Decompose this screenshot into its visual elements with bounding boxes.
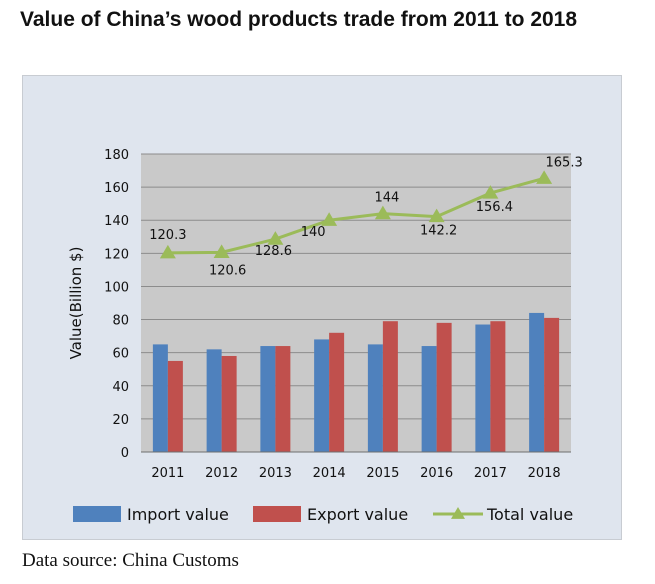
import-value-bar: [475, 324, 491, 452]
y-tick-label: 100: [104, 280, 129, 295]
import-value-bar: [260, 346, 276, 452]
total-value-data-label: 144: [374, 191, 399, 206]
import-value-bar: [314, 339, 330, 452]
chart-panel: 0 20 40 60 80 100 120 140 160 180 Value(Billion $)…: [22, 75, 622, 540]
legend-label: Export value: [307, 505, 408, 524]
import-value-bar: [152, 344, 168, 452]
total-value-data-label: 120.3: [149, 228, 186, 243]
legend-label: Import value: [127, 505, 229, 524]
total-value-data-label: 142.2: [420, 224, 457, 239]
import-value-bar: [529, 312, 545, 452]
total-value-marker: [213, 244, 230, 258]
trade-chart: 0 20 40 60 80 100 120 140 160 180 Value(Billion $)…: [67, 148, 583, 524]
x-tick-label: 2012: [205, 466, 238, 481]
x-tick-label: 2014: [313, 466, 346, 481]
legend-swatch: [73, 506, 121, 522]
export-value-bar: [167, 360, 183, 452]
page-title: Value of China’s wood products trade fro…: [20, 8, 578, 31]
total-value-line: [167, 176, 545, 255]
total-value-data-label: 140: [301, 225, 326, 240]
legend-swatch: [253, 506, 301, 522]
x-tick-label: 2013: [259, 466, 292, 481]
total-value-marker: [482, 185, 499, 199]
x-tick-label: 2016: [420, 466, 453, 481]
y-tick-label: 180: [104, 148, 129, 163]
total-value-data-label: 120.6: [209, 263, 246, 278]
legend-label: Total value: [486, 505, 573, 524]
export-value-bar: [221, 355, 237, 452]
y-tick-label: 0: [121, 446, 129, 461]
export-value-bar: [329, 332, 345, 452]
total-value-marker: [321, 212, 338, 226]
y-tick-label: 140: [104, 214, 129, 229]
export-value-bar: [490, 321, 506, 452]
y-tick-label: 20: [112, 413, 129, 428]
y-tick-label: 40: [112, 380, 129, 395]
total-value-marker: [536, 170, 553, 184]
total-value-marker: [267, 231, 284, 245]
y-tick-label: 60: [112, 347, 129, 362]
total-value-data-label: 156.4: [476, 200, 513, 215]
export-value-bar: [544, 317, 560, 452]
y-tick-label: 80: [112, 314, 129, 329]
total-value-marker: [159, 244, 176, 259]
import-value-bar: [206, 349, 222, 452]
y-tick-label: 120: [104, 247, 129, 262]
export-value-bar: [382, 321, 398, 452]
x-tick-label: 2018: [528, 466, 561, 481]
import-value-bar: [367, 344, 383, 452]
legend-marker: [451, 507, 465, 519]
data-source: Data source: China Customs: [22, 550, 239, 571]
x-tick-label: 2017: [474, 466, 507, 481]
total-value-data-label: 165.3: [546, 155, 583, 170]
export-value-bar: [275, 346, 291, 452]
y-tick-label: 160: [104, 181, 129, 196]
export-value-bar: [436, 322, 452, 452]
total-value-marker: [374, 205, 391, 220]
y-axis-title: Value(Billion $): [67, 247, 85, 360]
total-value-data-label: 128.6: [255, 244, 292, 259]
total-value-marker: [428, 208, 445, 223]
x-tick-label: 2011: [151, 466, 184, 481]
x-tick-label: 2015: [366, 466, 399, 481]
import-value-bar: [421, 346, 437, 452]
plot-area: [141, 154, 571, 452]
